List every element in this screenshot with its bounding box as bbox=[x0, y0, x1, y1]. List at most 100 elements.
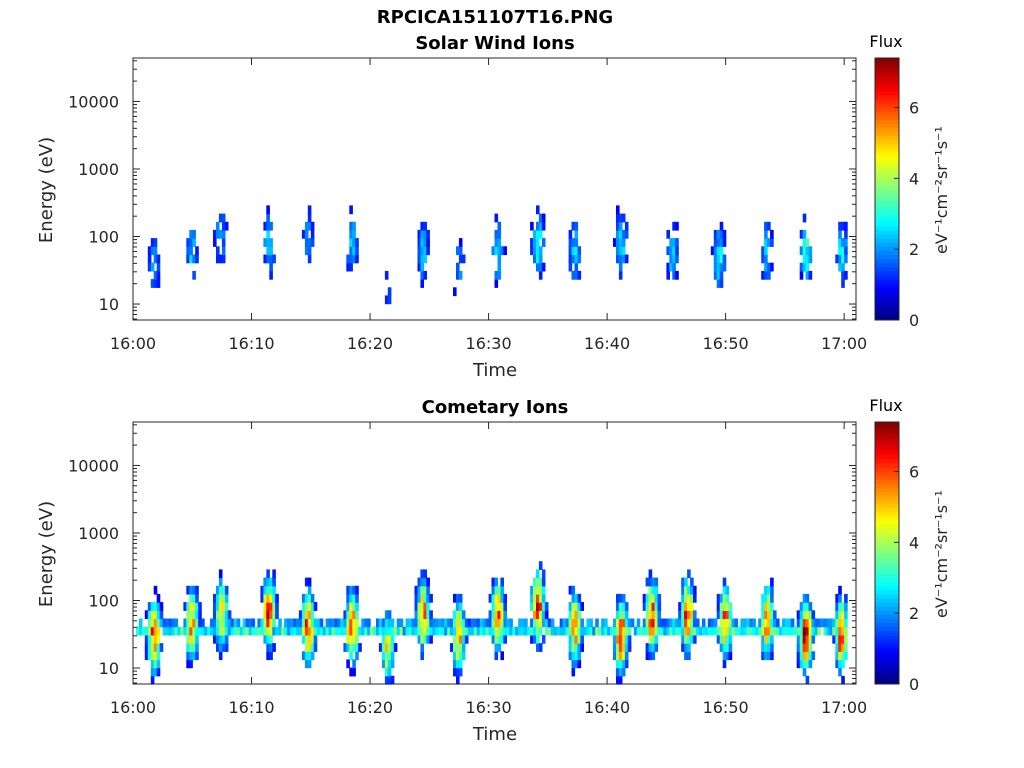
spectrogram-cell bbox=[189, 651, 193, 661]
spectrogram-cell bbox=[764, 643, 768, 652]
spectrogram-cell bbox=[719, 221, 724, 231]
spectrogram-cell bbox=[538, 610, 543, 620]
spectrogram-cell bbox=[562, 618, 567, 628]
spectrogram-cell bbox=[722, 585, 727, 595]
spectrogram-cell bbox=[467, 626, 472, 636]
spectrogram-cell bbox=[334, 626, 339, 636]
spectrogram-cell bbox=[719, 254, 724, 264]
spectrogram-cell bbox=[210, 626, 214, 636]
spectrogram-cell bbox=[301, 229, 306, 239]
spectrogram-cell bbox=[669, 246, 673, 256]
spectrogram-cell bbox=[245, 618, 250, 628]
spectrogram-cell bbox=[494, 618, 499, 628]
spectrogram-cell bbox=[672, 270, 676, 280]
spectrogram-cell bbox=[536, 593, 540, 603]
colorbar-segment bbox=[875, 671, 899, 677]
spectrogram-cell bbox=[838, 618, 842, 628]
spectrogram-cell bbox=[221, 643, 226, 652]
spectrogram-cell bbox=[621, 618, 626, 628]
spectrogram-cell bbox=[497, 643, 502, 652]
spectrogram-cell bbox=[538, 593, 543, 603]
spectrogram-cell bbox=[645, 602, 650, 611]
spectrogram-cell bbox=[672, 246, 676, 256]
spectrogram-cell bbox=[269, 262, 273, 272]
spectrogram-cell bbox=[536, 577, 540, 587]
spectrogram-cell bbox=[536, 634, 540, 644]
spectrogram-cell bbox=[349, 585, 353, 595]
spectrogram-cell bbox=[613, 643, 617, 652]
spectrogram-cell bbox=[577, 602, 582, 611]
spectrogram-cell bbox=[420, 602, 424, 611]
spectrogram-cell bbox=[387, 626, 392, 636]
spectrogram-cell bbox=[719, 270, 724, 280]
spectrogram-cell bbox=[227, 610, 232, 620]
spectrogram-cell bbox=[607, 626, 611, 636]
spectrogram-cell bbox=[648, 569, 653, 579]
spectrogram-cell bbox=[494, 643, 499, 652]
spectrogram-cell bbox=[616, 651, 620, 661]
spectrogram-cell bbox=[618, 675, 623, 685]
spectrogram-cell bbox=[672, 238, 676, 247]
spectrogram-cell bbox=[838, 634, 842, 644]
spectrogram-cell bbox=[153, 643, 158, 652]
colorbar-tick-label: 4 bbox=[909, 169, 919, 188]
spectrogram-cell bbox=[423, 618, 427, 628]
spectrogram-cell bbox=[536, 643, 540, 652]
spectrogram-cell bbox=[838, 246, 842, 256]
spectrogram-cell bbox=[393, 626, 398, 636]
spectrogram-cell bbox=[144, 626, 149, 636]
colorbar-segment bbox=[875, 606, 899, 611]
spectrogram-cell bbox=[536, 205, 540, 215]
spectrogram-cell bbox=[153, 659, 158, 669]
colorbar-segment bbox=[875, 148, 899, 153]
spectrogram-cell bbox=[568, 229, 573, 239]
spectrogram-cell bbox=[186, 659, 190, 669]
spectrogram-cell bbox=[221, 229, 226, 239]
solar-wind-y-label: Energy (eV) bbox=[36, 137, 57, 243]
spectrogram-cell bbox=[266, 610, 270, 620]
y-tick-label: 1000 bbox=[78, 524, 119, 543]
spectrogram-cell bbox=[687, 618, 691, 628]
spectrogram-cell bbox=[239, 626, 244, 636]
spectrogram-cell bbox=[820, 618, 824, 628]
spectrogram-cell bbox=[716, 254, 721, 264]
spectrogram-cell bbox=[328, 618, 333, 628]
spectrogram-cell bbox=[266, 569, 270, 579]
spectrogram-cell bbox=[654, 626, 659, 636]
spectrogram-cell bbox=[461, 618, 466, 628]
spectrogram-cell bbox=[624, 618, 629, 628]
colorbar-segment bbox=[875, 593, 899, 599]
spectrogram-cell bbox=[722, 610, 727, 620]
colorbar-segment bbox=[875, 512, 899, 517]
spectrogram-cell bbox=[574, 593, 579, 603]
spectrogram-cell bbox=[616, 238, 620, 247]
spectrogram-cell bbox=[645, 626, 650, 636]
spectrogram-cell bbox=[722, 593, 727, 603]
spectrogram-cell bbox=[266, 618, 270, 628]
spectrogram-cell bbox=[171, 618, 176, 628]
spectrogram-cell bbox=[728, 626, 733, 636]
spectrogram-cell bbox=[257, 618, 261, 628]
spectrogram-cell bbox=[420, 577, 424, 587]
spectrogram-cell bbox=[343, 626, 347, 636]
colorbar-segment bbox=[875, 454, 899, 460]
spectrogram-cell bbox=[761, 254, 765, 264]
colorbar-segment bbox=[875, 487, 899, 493]
spectrogram-cell bbox=[716, 246, 721, 256]
spectrogram-cell bbox=[195, 634, 199, 644]
spectrogram-cell bbox=[639, 626, 644, 636]
spectrogram-cell bbox=[722, 618, 727, 628]
spectrogram-cell bbox=[716, 270, 721, 280]
spectrogram-cell bbox=[618, 246, 623, 256]
colorbar-segment bbox=[875, 585, 899, 591]
spectrogram-cell bbox=[272, 643, 276, 652]
spectrogram-cell bbox=[719, 602, 724, 611]
spectrogram-cell bbox=[719, 279, 724, 288]
spectrogram-cell bbox=[153, 667, 158, 677]
spectrogram-cell bbox=[536, 569, 540, 579]
spectrogram-cell bbox=[218, 593, 223, 603]
x-tick-label: 16:50 bbox=[703, 334, 749, 353]
spectrogram-cell bbox=[506, 626, 510, 636]
spectrogram-cell bbox=[767, 651, 771, 661]
spectrogram-cell bbox=[571, 238, 576, 247]
